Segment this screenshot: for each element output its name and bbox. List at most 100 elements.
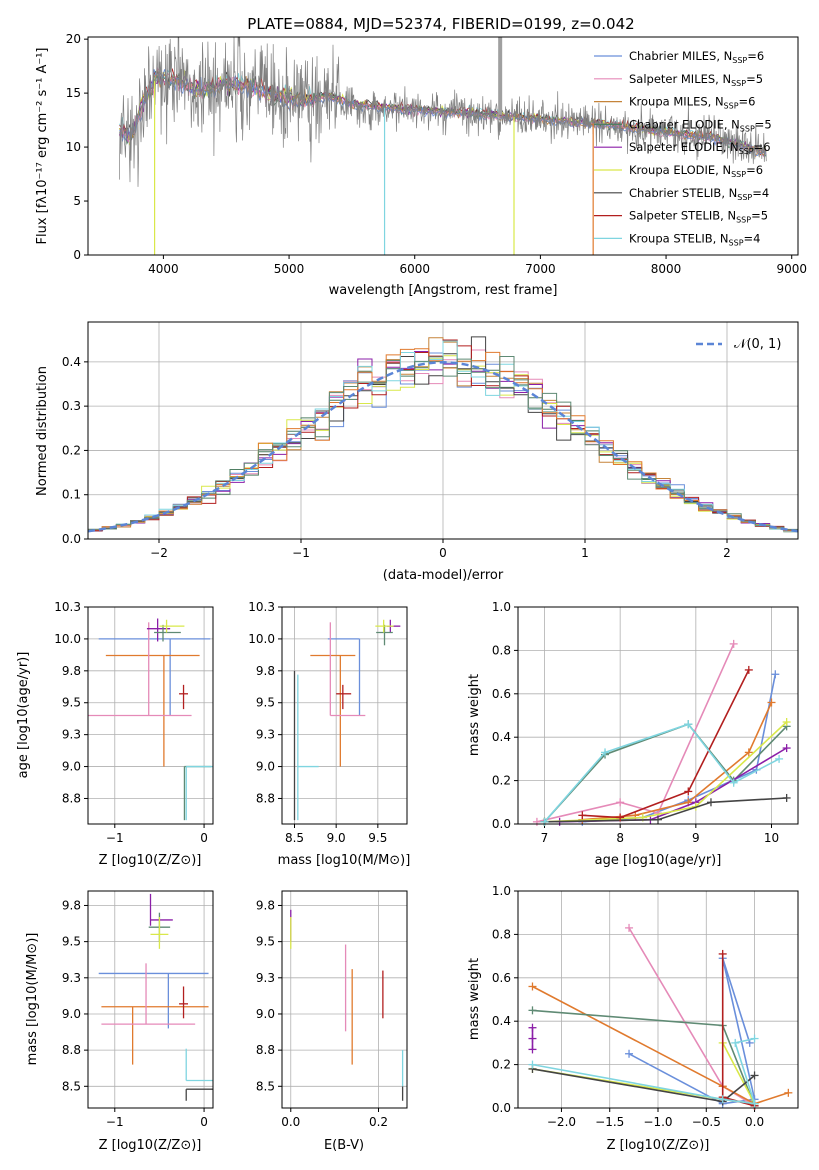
legend-subscript: SSP	[737, 193, 752, 202]
x-tick-label: 8.5	[285, 831, 304, 845]
x-tick-label: −1.0	[643, 1115, 672, 1129]
y-tick-label: 8.5	[62, 1079, 81, 1093]
y-tick-label: 8.8	[256, 791, 275, 805]
massweight-vs-age-ylabel: mass weight	[467, 674, 482, 756]
massweight-vs-age-frame	[517, 606, 799, 825]
legend-count: =4	[752, 186, 769, 200]
y-tick-label: 0.2	[492, 1058, 511, 1072]
x-tick-label: 8	[616, 831, 624, 845]
mass-vs-EBV-frame	[281, 890, 408, 1109]
massweight-vs-Z-ylabel: mass weight	[467, 958, 482, 1040]
x-tick-label: 4000	[148, 262, 179, 276]
y-tick-label: 0.1	[62, 488, 81, 502]
normal-curve	[88, 361, 798, 533]
y-tick-label: 9.0	[256, 760, 275, 774]
spectrum-panel: 4000 5000 6000 7000 8000 9000 0 5 10 15 20 Chabrie…	[35, 32, 807, 298]
y-tick-label: 10.0	[248, 632, 275, 646]
x-tick-label: 0	[200, 831, 208, 845]
legend-label: Chabrier MILES, NSSP=6	[629, 49, 764, 65]
legend-label: Kroupa STELIB, NSSP=4	[629, 231, 760, 247]
y-tick-label: 15	[66, 86, 81, 100]
massweight-series-line	[544, 721, 788, 823]
residual-xlabel: (data-model)/error	[383, 568, 504, 583]
y-tick-label: 0.2	[492, 774, 511, 788]
y-tick-label: 1.0	[492, 884, 511, 898]
x-tick-label: 9.5	[368, 831, 387, 845]
y-tick-label: 0.0	[492, 1101, 511, 1115]
x-tick-label: 9000	[776, 262, 807, 276]
legend-count: =5	[755, 117, 772, 131]
spectrum-frame	[87, 36, 799, 256]
legend-subscript: SSP	[739, 147, 754, 156]
massweight-series-line	[536, 643, 735, 823]
y-tick-label: 0.6	[492, 687, 511, 701]
y-tick-label: 0.4	[492, 730, 511, 744]
legend-label: Kroupa ELODIE, NSSP=6	[629, 163, 763, 179]
observed-spectrum-line	[119, 37, 767, 187]
legend-count: =5	[751, 209, 768, 223]
y-tick-label: 0.8	[492, 927, 511, 941]
y-tick-label: 10.0	[54, 632, 81, 646]
x-tick-label: 9	[692, 831, 700, 845]
x-tick-label: 8000	[651, 262, 682, 276]
legend-count: =5	[746, 72, 763, 86]
y-tick-label: 20	[66, 32, 81, 46]
mass-vs-Z-panel: −1 0 8.5 8.8 9.0 9.3 9.5 9.8 Z [log10(Z/Z⊙)] ma…	[25, 890, 214, 1153]
y-tick-label: 0.2	[62, 443, 81, 457]
mass-vs-EBV-xlabel: E(B-V)	[324, 1138, 364, 1153]
legend-label: Salpeter STELIB, NSSP=5	[629, 209, 768, 225]
spectrum-xlabel: wavelength [Angstrom, rest frame]	[329, 283, 558, 298]
age-vs-Z-frame	[87, 606, 214, 825]
massweight-series-line	[582, 702, 773, 821]
y-tick-label: 9.8	[62, 664, 81, 678]
massweight-vs-Z-plot-area: −2.0 −1.5 −1.0 −0.5 0.0 0.0 0.2 0.4 0.6 0.8 1.0	[492, 884, 798, 1129]
y-tick-label: 10.3	[248, 600, 275, 614]
legend-count: =4	[744, 231, 761, 245]
mass-vs-Z-ylabel: mass [log10(M/M⊙)]	[25, 933, 40, 1066]
massweight-vs-Z-frame	[517, 890, 799, 1109]
residual-plot-area: −2 −1 0 1 2 0.0 0.1 0.2 0.3 0.4	[62, 322, 798, 560]
spectrum-legend: Chabrier MILES, NSSP=6 Salpeter MILES, NS…	[594, 49, 772, 247]
y-tick-label: 10.3	[54, 600, 81, 614]
legend-label: Salpeter ELODIE, NSSP=6	[629, 140, 771, 156]
x-tick-label: −2.0	[547, 1115, 576, 1129]
y-tick-label: 0.0	[62, 532, 81, 546]
y-tick-label: 9.3	[256, 728, 275, 742]
y-tick-label: 9.0	[256, 1007, 275, 1021]
x-tick-label: 6000	[399, 262, 430, 276]
massweight-vs-Z-xlabel: Z [log10(Z/Z⊙)]	[607, 1138, 710, 1153]
y-tick-label: 9.5	[256, 696, 275, 710]
legend-subscript: SSP	[731, 170, 746, 179]
massweight-series-line	[544, 797, 787, 823]
legend-count: =6	[747, 49, 764, 63]
legend-label: Chabrier ELODIE, NSSP=5	[629, 117, 772, 133]
legend-label: Kroupa MILES, NSSP=6	[629, 95, 755, 111]
age-vs-mass-panel: 8.5 9.0 9.5 8.8 9.0 9.3 9.5 9.8 10.0 10.3 mass [l…	[248, 600, 410, 868]
massweight-vs-Z-panel: −2.0 −1.5 −1.0 −0.5 0.0 0.0 0.2 0.4 0.6 0.8 1.0 Z …	[467, 884, 799, 1153]
x-tick-label: 0	[439, 546, 447, 560]
x-tick-label: −1.5	[595, 1115, 624, 1129]
x-tick-label: 9.0	[327, 831, 346, 845]
residual-legend: 𝒩(0, 1)	[696, 337, 781, 352]
mass-vs-EBV-panel: 0.0 0.2 8.5 8.8 9.0 9.3 9.5 9.8 E(B-V)	[256, 890, 408, 1153]
y-tick-label: 9.5	[62, 935, 81, 949]
y-tick-label: 9.5	[62, 696, 81, 710]
x-tick-label: 1	[581, 546, 589, 560]
mass-vs-Z-xlabel: Z [log10(Z/Z⊙)]	[99, 1138, 202, 1153]
x-tick-label: 0.2	[369, 1115, 388, 1129]
y-tick-label: 8.8	[62, 1043, 81, 1057]
age-vs-Z-xlabel: Z [log10(Z/Z⊙)]	[99, 853, 202, 868]
age-vs-mass-plot-area: 8.5 9.0 9.5 8.8 9.0 9.3 9.5 9.8 10.0 10.3	[248, 600, 407, 845]
mass-vs-Z-frame	[87, 890, 214, 1109]
spectrum-ylabel: Flux [fλ10⁻¹⁷ erg cm⁻² s⁻¹ A⁻¹]	[35, 48, 50, 245]
massweight-vs-age-plot-area: 7 8 9 10 0.0 0.2 0.4 0.6 0.8 1.0	[492, 600, 798, 845]
x-tick-label: 7	[541, 831, 549, 845]
y-tick-label: 0.3	[62, 399, 81, 413]
legend-label: Chabrier STELIB, NSSP=4	[629, 186, 769, 202]
mass-vs-EBV-plot-area: 0.0 0.2 8.5 8.8 9.0 9.3 9.5 9.8	[256, 891, 407, 1129]
massweight-series-line	[532, 1037, 756, 1105]
y-tick-label: 0.8	[492, 643, 511, 657]
massweight-series-line	[582, 669, 750, 819]
massweight-series-line	[532, 985, 789, 1105]
